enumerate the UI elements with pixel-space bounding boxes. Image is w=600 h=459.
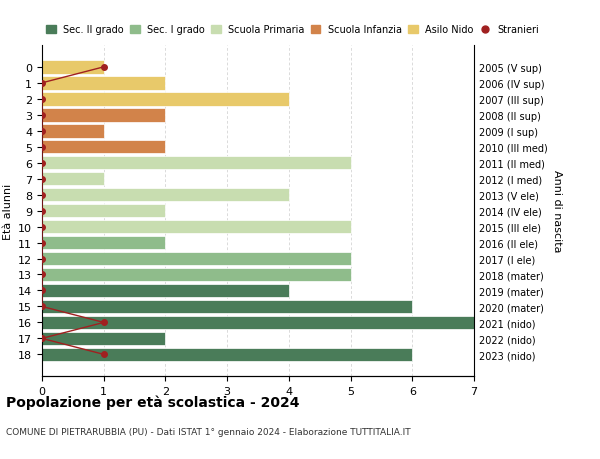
Bar: [42, 284, 289, 297]
Bar: [42, 125, 104, 138]
Bar: [42, 189, 289, 202]
Bar: [42, 348, 412, 361]
Y-axis label: Anni di nascita: Anni di nascita: [551, 170, 562, 252]
Legend: Sec. II grado, Sec. I grado, Scuola Primaria, Scuola Infanzia, Asilo Nido, Stran: Sec. II grado, Sec. I grado, Scuola Prim…: [42, 22, 543, 39]
Bar: [42, 204, 166, 218]
Bar: [42, 77, 166, 90]
Text: Popolazione per età scolastica - 2024: Popolazione per età scolastica - 2024: [6, 395, 299, 409]
Bar: [42, 93, 289, 106]
Bar: [42, 140, 166, 154]
Bar: [42, 236, 166, 250]
Bar: [42, 220, 350, 234]
Bar: [42, 61, 104, 74]
Bar: [42, 109, 166, 122]
Bar: [42, 268, 350, 282]
Bar: [42, 332, 166, 346]
Bar: [42, 173, 104, 186]
Bar: [42, 252, 350, 266]
Bar: [42, 157, 350, 170]
Bar: [42, 300, 412, 313]
Text: COMUNE DI PIETRARUBBIA (PU) - Dati ISTAT 1° gennaio 2024 - Elaborazione TUTTITAL: COMUNE DI PIETRARUBBIA (PU) - Dati ISTAT…: [6, 427, 410, 436]
Bar: [42, 316, 474, 330]
Y-axis label: Età alunni: Età alunni: [2, 183, 13, 239]
